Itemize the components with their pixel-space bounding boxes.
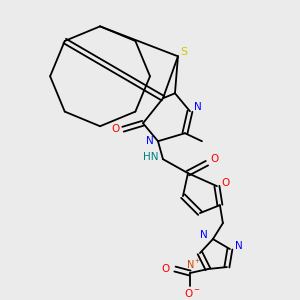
Text: N$^+$: N$^+$	[186, 257, 202, 271]
Text: O: O	[111, 124, 119, 134]
Text: N: N	[194, 102, 202, 112]
Text: O: O	[211, 154, 219, 164]
Text: O: O	[162, 264, 170, 274]
Text: O$^-$: O$^-$	[184, 287, 201, 299]
Text: S: S	[180, 47, 188, 57]
Text: N: N	[200, 230, 208, 240]
Text: N: N	[146, 136, 154, 146]
Text: N: N	[235, 241, 243, 251]
Text: HN: HN	[143, 152, 159, 162]
Text: O: O	[222, 178, 230, 188]
